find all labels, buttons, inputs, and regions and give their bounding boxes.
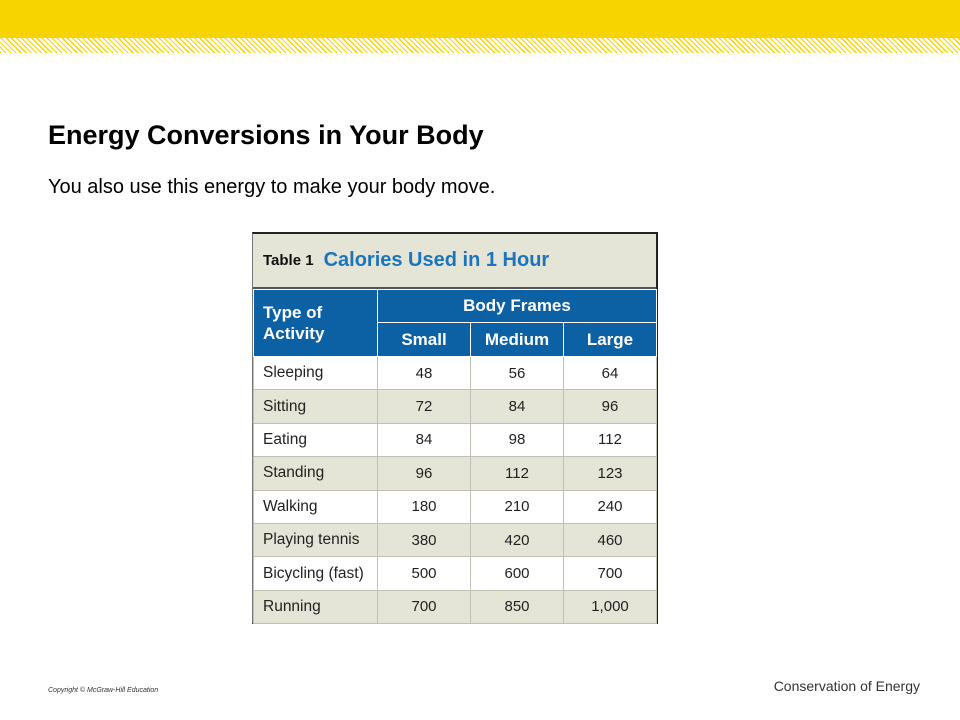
activity-cell: Running — [253, 589, 378, 625]
value-cell: 112 — [563, 422, 657, 458]
value-cell: 96 — [377, 456, 471, 491]
calories-table: Table 1 Calories Used in 1 Hour Type of … — [252, 232, 658, 625]
value-cell: 123 — [563, 456, 657, 491]
column-header-medium: Medium — [470, 322, 564, 357]
activity-cell: Eating — [253, 422, 378, 458]
value-cell: 112 — [470, 456, 564, 491]
hatched-divider — [0, 38, 960, 53]
value-cell: 84 — [470, 389, 564, 424]
copyright-notice: Copyright © McGraw-Hill Education — [48, 687, 159, 694]
slide-title: Energy Conversions in Your Body — [48, 120, 484, 150]
value-cell: 72 — [377, 389, 471, 424]
table-row: Eating 84 98 112 — [253, 422, 657, 458]
table-title: Calories Used in 1 Hour — [323, 249, 550, 271]
value-cell: 210 — [470, 489, 564, 524]
value-cell: 180 — [377, 489, 471, 524]
body-frames-header: Body Frames — [377, 289, 657, 323]
column-header-small: Small — [377, 322, 471, 357]
table-caption: Table 1 Calories Used in 1 Hour — [253, 234, 656, 289]
value-cell: 600 — [470, 556, 564, 591]
column-header-large: Large — [563, 322, 657, 357]
value-cell: 98 — [470, 422, 564, 458]
table-row: Running 700 850 1,000 — [253, 589, 657, 625]
activity-cell: Sleeping — [253, 355, 378, 391]
value-cell: 700 — [563, 556, 657, 591]
value-cell: 700 — [377, 589, 471, 625]
data-table: Type of Activity Body Frames Small Mediu… — [253, 289, 657, 625]
value-cell: 84 — [377, 422, 471, 458]
value-cell: 240 — [563, 489, 657, 524]
table-number: Table 1 — [263, 252, 314, 269]
top-yellow-band — [0, 0, 960, 38]
activity-cell: Playing tennis — [253, 522, 378, 558]
activity-cell: Bicycling (fast) — [253, 556, 378, 591]
table-row: Sleeping 48 56 64 — [253, 355, 657, 391]
table-row: Standing 96 112 123 — [253, 456, 657, 491]
value-cell: 460 — [563, 522, 657, 558]
value-cell: 48 — [377, 355, 471, 391]
activity-column-header: Type of Activity — [253, 289, 378, 357]
value-cell: 850 — [470, 589, 564, 625]
activity-cell: Standing — [253, 456, 378, 491]
slide-subtitle: You also use this energy to make your bo… — [48, 176, 496, 198]
table-row: Bicycling (fast) 500 600 700 — [253, 556, 657, 591]
value-cell: 56 — [470, 355, 564, 391]
table-row: Walking 180 210 240 — [253, 489, 657, 524]
value-cell: 64 — [563, 355, 657, 391]
table-row: Sitting 72 84 96 — [253, 389, 657, 424]
value-cell: 500 — [377, 556, 471, 591]
activity-cell: Walking — [253, 489, 378, 524]
footer-topic: Conservation of Energy — [773, 678, 920, 694]
value-cell: 420 — [470, 522, 564, 558]
table-row: Playing tennis 380 420 460 — [253, 522, 657, 558]
value-cell: 1,000 — [563, 589, 657, 625]
activity-cell: Sitting — [253, 389, 378, 424]
value-cell: 380 — [377, 522, 471, 558]
value-cell: 96 — [563, 389, 657, 424]
